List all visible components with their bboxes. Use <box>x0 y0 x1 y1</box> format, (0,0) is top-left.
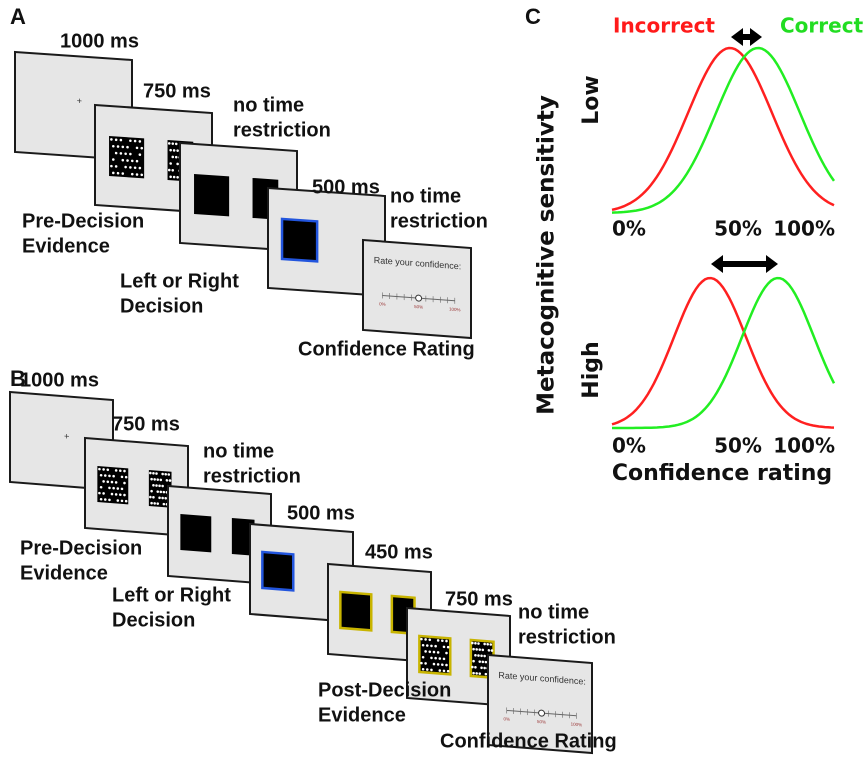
stage-label: Left or Right <box>120 270 239 292</box>
rating-scale-label: 50% <box>537 719 546 725</box>
rating-scale-label: 100% <box>449 307 460 313</box>
rating-scale-label: 100% <box>571 722 582 728</box>
stage-label: Decision <box>112 609 195 631</box>
timing: 750 ms <box>143 80 211 102</box>
timing: restriction <box>518 626 616 648</box>
timing: 750 ms <box>112 413 180 435</box>
timing: 1000 ms <box>60 30 139 52</box>
rating-scale-label: 0% <box>379 301 386 306</box>
distribution-curve <box>612 48 834 213</box>
x-tick-label: 100% <box>773 217 835 241</box>
figure: +Rate your confidence:0%50%100%+Rate you… <box>0 0 864 768</box>
arrow <box>731 28 762 46</box>
stimulus <box>180 514 211 552</box>
timing: 1000 ms <box>20 369 99 391</box>
x-tick-label: 0% <box>612 434 646 458</box>
stage-label: Confidence Rating <box>298 338 475 360</box>
screen-content <box>282 219 317 261</box>
x-tick-label: 100% <box>773 434 835 458</box>
stimulus <box>282 219 317 261</box>
row-label: Low <box>579 75 604 124</box>
fixation: + <box>64 431 69 441</box>
row-label: High <box>579 341 604 398</box>
x-tick-label: 50% <box>714 434 762 458</box>
timing: restriction <box>233 119 331 141</box>
panels: +Rate your confidence:0%50%100%+Rate you… <box>10 4 864 753</box>
distribution-curve <box>612 48 834 210</box>
timing: 450 ms <box>365 541 433 563</box>
rating-scale-label: 50% <box>414 304 423 310</box>
legend-incorrect: Incorrect <box>613 14 715 38</box>
timing: 500 ms <box>287 502 355 524</box>
legend-correct: Correct <box>780 14 864 38</box>
rating-slider <box>539 710 545 716</box>
panel-label: C <box>525 4 541 29</box>
y-axis-label: Metacognitive sensitivty <box>534 95 560 415</box>
stage-label: Pre-Decision <box>22 210 144 232</box>
timing: restriction <box>390 210 488 232</box>
rating-slider <box>416 295 422 301</box>
distribution-curve <box>612 278 834 428</box>
distribution-curve <box>612 278 834 428</box>
stage-label: Confidence Rating <box>440 730 617 752</box>
x-axis-label: Confidence rating <box>612 461 832 486</box>
timing: no time <box>518 601 589 623</box>
arrow <box>711 255 778 273</box>
timing: 500 ms <box>312 176 380 198</box>
screen-content <box>262 552 293 590</box>
stimulus <box>109 136 144 178</box>
screen-content: + <box>64 431 69 441</box>
stimulus <box>194 174 229 216</box>
stage-label: Evidence <box>20 562 108 584</box>
timing: no time <box>233 94 304 116</box>
timing: restriction <box>203 465 301 487</box>
screen-content: + <box>77 96 82 106</box>
x-tick-label: 50% <box>714 217 762 241</box>
timing: no time <box>390 185 461 207</box>
timing: 750 ms <box>445 588 513 610</box>
stage-label: Evidence <box>22 235 110 257</box>
stage-label: Post-Decision <box>318 679 451 701</box>
stimulus <box>262 552 293 590</box>
stage-label: Pre-Decision <box>20 537 142 559</box>
timing: no time <box>203 440 274 462</box>
stage-label: Evidence <box>318 704 406 726</box>
fixation: + <box>77 96 82 106</box>
stage-label: Decision <box>120 295 203 317</box>
panel-label: A <box>10 4 26 29</box>
stage-label: Left or Right <box>112 584 231 606</box>
x-tick-label: 0% <box>612 217 646 241</box>
stimulus <box>340 592 371 630</box>
rating-scale-label: 0% <box>503 716 510 721</box>
